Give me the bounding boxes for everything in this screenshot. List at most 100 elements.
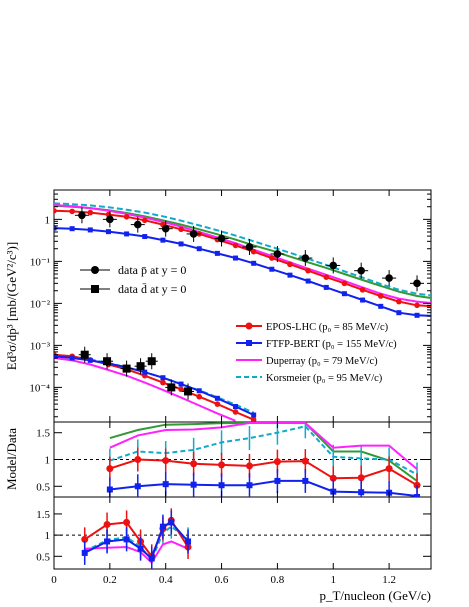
ftfp-curve-marker [305, 278, 311, 284]
ftfp-ratio-point [358, 489, 365, 496]
x-tick-label: 1 [331, 574, 337, 586]
epos-ratio-point [245, 462, 253, 470]
epos-curve-marker [123, 214, 130, 220]
pbar-legend-marker [91, 266, 99, 274]
ftfp-ratio-point [137, 545, 144, 552]
pbar-data-point [273, 250, 282, 258]
ftfp-ratio-point [168, 519, 175, 526]
duperray-legend-label: Duperray (p₀ = 79 MeV/c) [266, 356, 378, 367]
epos-curve-marker [141, 217, 148, 224]
ftfp-legend-marker [246, 340, 252, 346]
ftfp-curve-marker [378, 303, 384, 309]
y-tick-label: 0.5 [36, 481, 50, 493]
epos-dbar-marker [160, 379, 166, 386]
x-tick-label: 0.6 [215, 574, 229, 586]
korsmeier-pbar-curve [54, 202, 431, 297]
ftfp-curve-marker [54, 225, 57, 231]
ftfp-ratio-point [274, 477, 281, 484]
y-tick-label: 10⁻² [30, 298, 51, 310]
korsmeier-legend-label: Korsmeier (p₀ = 95 MeV/c) [266, 373, 383, 384]
duperray-ratio-line [109, 422, 418, 470]
x-tick-label: 1.2 [382, 574, 396, 586]
ftfp-ratio-line [109, 479, 418, 497]
epos-curve-marker [178, 226, 184, 233]
korsmeier-ratio-line [109, 425, 418, 476]
epos-dbar-marker [196, 393, 203, 400]
panel-1-content [54, 422, 431, 497]
ftfp-curve-marker [105, 229, 111, 235]
ftfp-curve-marker [433, 314, 438, 319]
x-axis-label: p_T/nucleon (GeV/c) [319, 588, 431, 603]
epos-ratio-point [218, 461, 226, 469]
model-legend: EPOS-LHC (p₀ = 85 MeV/c) FTFP-BERT (p₀ =… [236, 322, 397, 384]
pbar-data-point [133, 220, 142, 229]
ratio-y-axis-label: Model/Data [4, 428, 19, 490]
ftfp-curve-marker [214, 250, 220, 256]
ftfp-ratio-point [81, 549, 88, 556]
dbar-data-point [184, 387, 193, 396]
epos-ratio-point [190, 460, 198, 468]
epos-dbar-marker [178, 386, 184, 393]
pbar-data-point [385, 274, 393, 282]
ftfp-dbar-marker [196, 388, 202, 394]
epos-curve-marker [305, 267, 311, 274]
y-tick-label: 1.5 [36, 428, 50, 440]
ftfp-curve-marker [251, 260, 257, 266]
epos-ratio-point [103, 521, 111, 529]
epos-ratio-point [106, 465, 114, 473]
pbar-data-point [245, 243, 254, 251]
spectrum-panel-frame [53, 189, 432, 423]
epos-ratio-point [81, 535, 89, 543]
ftfp-ratio-line [84, 521, 189, 561]
epos-ratio-point [123, 518, 131, 526]
pbar-data-point [78, 211, 86, 220]
ftfp-curve-marker [287, 272, 293, 278]
ftfp-ratio-point [104, 538, 111, 545]
epos-dbar-marker [250, 416, 257, 422]
ftfp-legend-label: FTFP-BERT (p₀ = 155 MeV/c) [266, 339, 397, 350]
korsmeier-ratio-line [84, 525, 189, 562]
x-tick-label: 0.4 [159, 574, 173, 586]
y-tick-label: 10⁻¹ [30, 256, 50, 268]
epos-curve-marker [341, 280, 348, 287]
dbar-data-point [103, 357, 112, 366]
epos-ratio-point [162, 457, 170, 465]
y-tick-label: 1 [45, 455, 51, 467]
ftfp-dbar-curve [54, 355, 255, 416]
ftfp-dbar-marker [214, 395, 220, 401]
ftfp-ratio-point [106, 486, 113, 493]
y-tick-label: 1.5 [36, 509, 50, 521]
pbar-data-point [161, 224, 170, 233]
epos-curve-marker [269, 255, 275, 261]
ftfp-dbar-marker [69, 355, 75, 361]
ftfp-curve-marker [323, 284, 329, 290]
duperray-dbar-curve [54, 357, 236, 422]
ftfp-curve-marker [142, 234, 148, 240]
epos-curve-marker [232, 242, 239, 249]
epos-curve-marker [359, 287, 366, 293]
ftfp-ratio-point [302, 477, 309, 484]
dbar-data-point [122, 364, 131, 373]
ftfp-curve-marker [160, 237, 166, 243]
duperray-ratio-line [84, 540, 189, 565]
epos-curve-marker [323, 274, 330, 280]
y-tick-label: 1 [45, 530, 51, 542]
ftfp-ratio-point [159, 523, 166, 530]
ticks-layer: 0 0.2 0.4 0.6 0.8 1 1.2 10⁻⁴ 10⁻³ 10⁻² 10⁻¹ 1 0.5 1 1.… [29, 189, 431, 586]
epos-curve-marker [54, 207, 57, 214]
ratio-dbar-panel-frame [53, 496, 432, 570]
dbar-legend-marker [91, 285, 99, 293]
ftfp-dbar-marker [142, 369, 148, 375]
dbar-data-point [147, 357, 156, 366]
ftfp-ratio-point [134, 483, 141, 490]
x-tick-label: 0 [51, 574, 57, 586]
y-tick-label: 0.5 [36, 551, 50, 563]
ftfp-curve-marker [396, 310, 402, 316]
x-tick-label: 0.2 [103, 574, 117, 586]
epos-legend-label: EPOS-LHC (p₀ = 85 MeV/c) [266, 322, 389, 333]
ftfp-dbar-marker [160, 375, 166, 381]
epos-ratio-line [109, 458, 418, 487]
ftfp-dbar-marker [178, 381, 184, 387]
dbar-data-point [136, 362, 145, 371]
pbar-legend-label: data p̄ at y = 0 [118, 263, 186, 277]
